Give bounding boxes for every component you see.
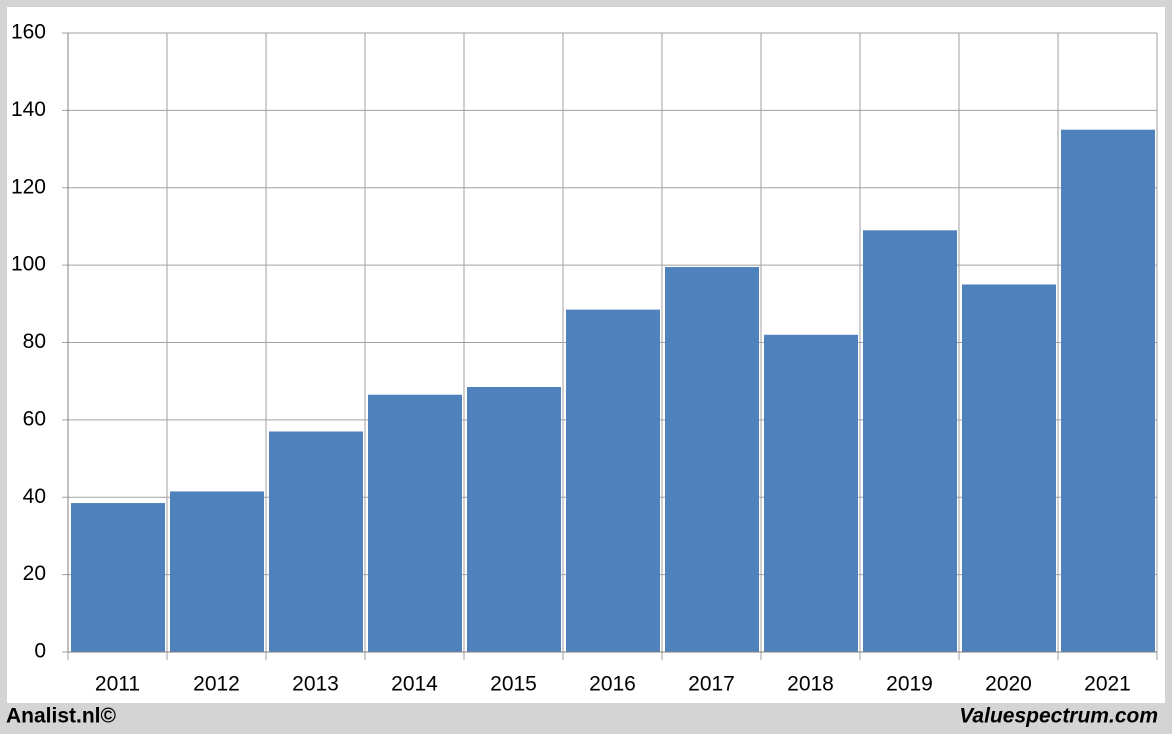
y-tick-label: 20 — [23, 562, 46, 585]
x-tick-label: 2013 — [292, 673, 339, 696]
bar — [665, 267, 759, 652]
y-tick-label: 40 — [23, 485, 46, 508]
x-tick-label: 2020 — [985, 673, 1032, 696]
bar — [764, 334, 858, 652]
bar — [368, 394, 462, 652]
x-tick-label: 2018 — [787, 673, 834, 696]
y-tick-label: 100 — [11, 253, 46, 276]
bar — [467, 386, 561, 652]
y-tick-label: 80 — [23, 330, 46, 353]
x-tick-label: 2019 — [886, 673, 933, 696]
bar — [962, 284, 1056, 652]
bar — [71, 503, 165, 652]
bar — [863, 230, 957, 652]
y-tick-label: 60 — [23, 407, 46, 430]
x-tick-label: 2017 — [688, 673, 735, 696]
bar — [170, 491, 264, 652]
x-tick-label: 2021 — [1084, 673, 1131, 696]
y-tick-label: 140 — [11, 98, 46, 121]
bar — [566, 309, 660, 652]
y-tick-label: 120 — [11, 175, 46, 198]
bar — [269, 431, 363, 652]
footer-right: Valuespectrum.com — [959, 705, 1158, 728]
x-tick-label: 2014 — [391, 673, 438, 696]
bar — [1061, 129, 1155, 652]
y-tick-label: 160 — [11, 21, 46, 44]
y-tick-label: 0 — [34, 640, 46, 663]
footer-left: Analist.nl© — [6, 705, 117, 728]
x-tick-label: 2016 — [589, 673, 636, 696]
x-tick-label: 2015 — [490, 673, 537, 696]
x-tick-label: 2012 — [193, 673, 240, 696]
x-tick-label: 2011 — [95, 673, 140, 696]
